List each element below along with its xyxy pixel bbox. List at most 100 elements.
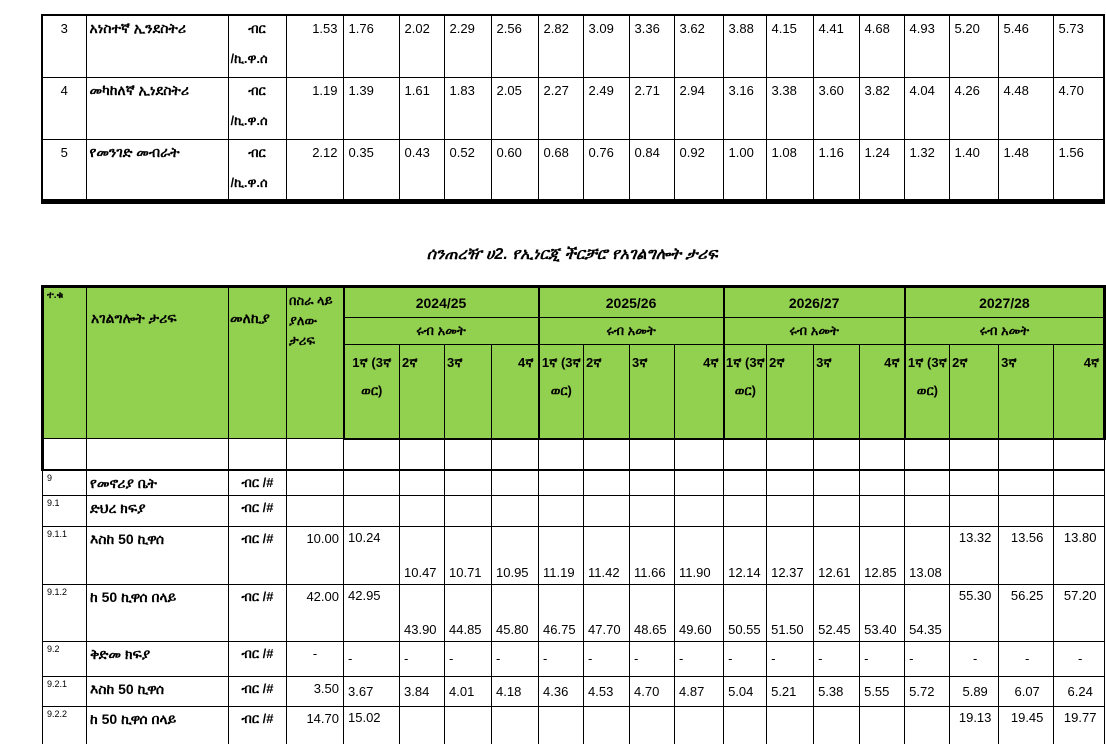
quarter-value: 4.87 (674, 676, 725, 707)
quarter-value: 0.84 (628, 138, 675, 204)
service-name: አነስተኛ ኢንደስትሪ (85, 14, 229, 78)
unit-line: ብር (248, 144, 266, 160)
quarter-value: 4.01 (444, 676, 492, 707)
tariff-table-top: 3 አነስተኛ ኢንደስትሪ ብር/ኪ.ዋ.ሰ 1.53 1.76 2.02 2.29 2.5… (41, 14, 1105, 204)
quarter-value: 2.05 (490, 76, 539, 140)
quarter-value: 52.45 (813, 584, 861, 642)
quarter-value (399, 469, 445, 496)
current-tariff-value: 1.53 (285, 14, 344, 78)
quarter-value: 11.19 (538, 526, 585, 585)
quarter-value: 2.02 (398, 14, 445, 78)
quarter-value: 3.38 (765, 76, 814, 140)
quarter-value: 1.00 (722, 138, 767, 204)
quarter-value: - (629, 641, 676, 677)
quarter-value: 5.55 (859, 676, 906, 707)
quarter-value: 3.09 (582, 14, 630, 78)
quarter-value: - (490, 641, 540, 677)
header-row-years: ተ.ቁ አገልግሎት ታሪፍ መለኪያ በስራ ላይ ያለው ታሪፍ 2024/… (41, 285, 1106, 439)
quarter-value (949, 469, 1000, 496)
spacer-cell (86, 438, 229, 471)
current-tariff-value: 1.19 (285, 76, 344, 140)
quarter-value (444, 706, 492, 744)
unit-line: /ኪ.ዋ.ሰ (230, 174, 268, 190)
unit-cell: ብር/ኪ.ዋ.ሰ (227, 76, 287, 140)
quarter-value: 48.65 (629, 584, 676, 642)
unit-cell: ብር /# (228, 706, 287, 744)
quarter-value (859, 706, 906, 744)
quarter-value: 3.84 (399, 676, 445, 707)
current-tariff-value: 42.00 (286, 584, 344, 642)
quarter-value: 1.76 (342, 14, 400, 78)
unit-line: /ኪ.ዋ.ሰ (230, 112, 268, 128)
quarter-value: 15.02 (343, 706, 400, 744)
spacer-cell (343, 438, 400, 471)
quarter-value: - (723, 641, 768, 677)
quarter-value: 0.52 (443, 138, 492, 204)
current-tariff-value: 14.70 (286, 706, 344, 744)
unit-line: ብር (248, 82, 266, 98)
quarter-value: 4.41 (812, 14, 860, 78)
quarter-value: 3.82 (858, 76, 905, 140)
spacer-cell (583, 438, 631, 471)
quarter-value: 1.40 (948, 138, 999, 204)
quarter-value: 44.85 (444, 584, 492, 642)
unit-cell: ብር /# (228, 641, 287, 677)
table-row: 9.2 ቅድመ ክፍያ ብር /# - - - - - - - - - - - - - - - - - (42, 641, 1106, 677)
spacer-cell (444, 438, 492, 471)
current-tariff-value: - (286, 641, 344, 677)
quarter-value: 57.20 (1053, 584, 1106, 642)
service-name: ቅድመ ክፍያ (86, 641, 229, 677)
service-name: ድህረ ክፍያ (86, 495, 229, 527)
service-name: እስከ 50 ኪዋሰ (86, 526, 229, 585)
quarter-value: 10.95 (490, 526, 540, 585)
quarter-value: 5.46 (997, 14, 1054, 78)
quarter-value: 4.70 (629, 676, 676, 707)
quarter-value (1053, 469, 1106, 496)
quarter-label: 2ኛ (399, 344, 445, 440)
col-header-year-2025-26: 2025/26 (537, 285, 725, 318)
quarter-value (998, 469, 1055, 496)
col-header-service: አገልግሎት ታሪፍ (86, 285, 229, 439)
quarter-value: 5.73 (1052, 14, 1105, 78)
quarter-value: 0.35 (342, 138, 400, 204)
quarter-value: 4.15 (765, 14, 814, 78)
quarter-value: - (949, 641, 1000, 677)
service-name: የመኖሪያ ቤት (86, 469, 229, 496)
spacer-cell (399, 438, 445, 471)
tariff-table-top-body: 3 አነስተኛ ኢንደስትሪ ብር/ኪ.ዋ.ሰ 1.53 1.76 2.02 2.29 2.5… (41, 14, 1105, 204)
quarter-label: 4ኛ (859, 344, 906, 440)
quarter-label: 3ኛ (813, 344, 861, 440)
quarter-value: 56.25 (998, 584, 1055, 642)
quarter-value (813, 706, 861, 744)
quarter-value: - (444, 641, 492, 677)
col-header-year-2024-25: 2024/25 (342, 285, 540, 318)
quarter-value: 4.53 (583, 676, 631, 707)
quarter-value (723, 495, 768, 527)
quarter-label: 3ኛ (998, 344, 1055, 440)
quarter-value: 1.61 (398, 76, 445, 140)
row-number: 9.2 (42, 641, 87, 677)
quarter-value: 49.60 (674, 584, 725, 642)
quarter-label: 2ኛ (949, 344, 1000, 440)
row-number: 9.1.1 (42, 526, 87, 585)
current-tariff-value: 3.50 (286, 676, 344, 707)
quarter-value (949, 495, 1000, 527)
quarter-label: 4ኛ (674, 344, 725, 440)
quarter-value: 19.13 (949, 706, 1000, 744)
quarter-value: - (583, 641, 631, 677)
col-header-year-2027-28: 2027/28 (903, 285, 1106, 318)
quarter-value (538, 495, 585, 527)
quarter-label: 3ኛ (629, 344, 676, 440)
col-header-number: ተ.ቁ (41, 285, 87, 439)
quarter-value: 6.24 (1053, 676, 1106, 707)
unit-line: ብር (248, 21, 266, 36)
quarter-label: 1ኛ (3ኛ ወር) (903, 344, 951, 440)
quarter-value: 0.76 (582, 138, 630, 204)
table-header: ተ.ቁ አገልግሎት ታሪፍ መለኪያ በስራ ላይ ያለው ታሪፍ 2024/… (41, 285, 1106, 440)
service-name: ከ 50 ኪዋሰ በላይ (86, 706, 229, 744)
quarter-value: 3.16 (722, 76, 767, 140)
quarter-value: 1.39 (342, 76, 400, 140)
quarter-value: 0.68 (537, 138, 584, 204)
quarter-value: 2.56 (490, 14, 539, 78)
table-row: 9.2.1 እስከ 50 ኪዋሰ ብር /# 3.50 3.67 3.84 4.01 4.18… (42, 676, 1106, 707)
